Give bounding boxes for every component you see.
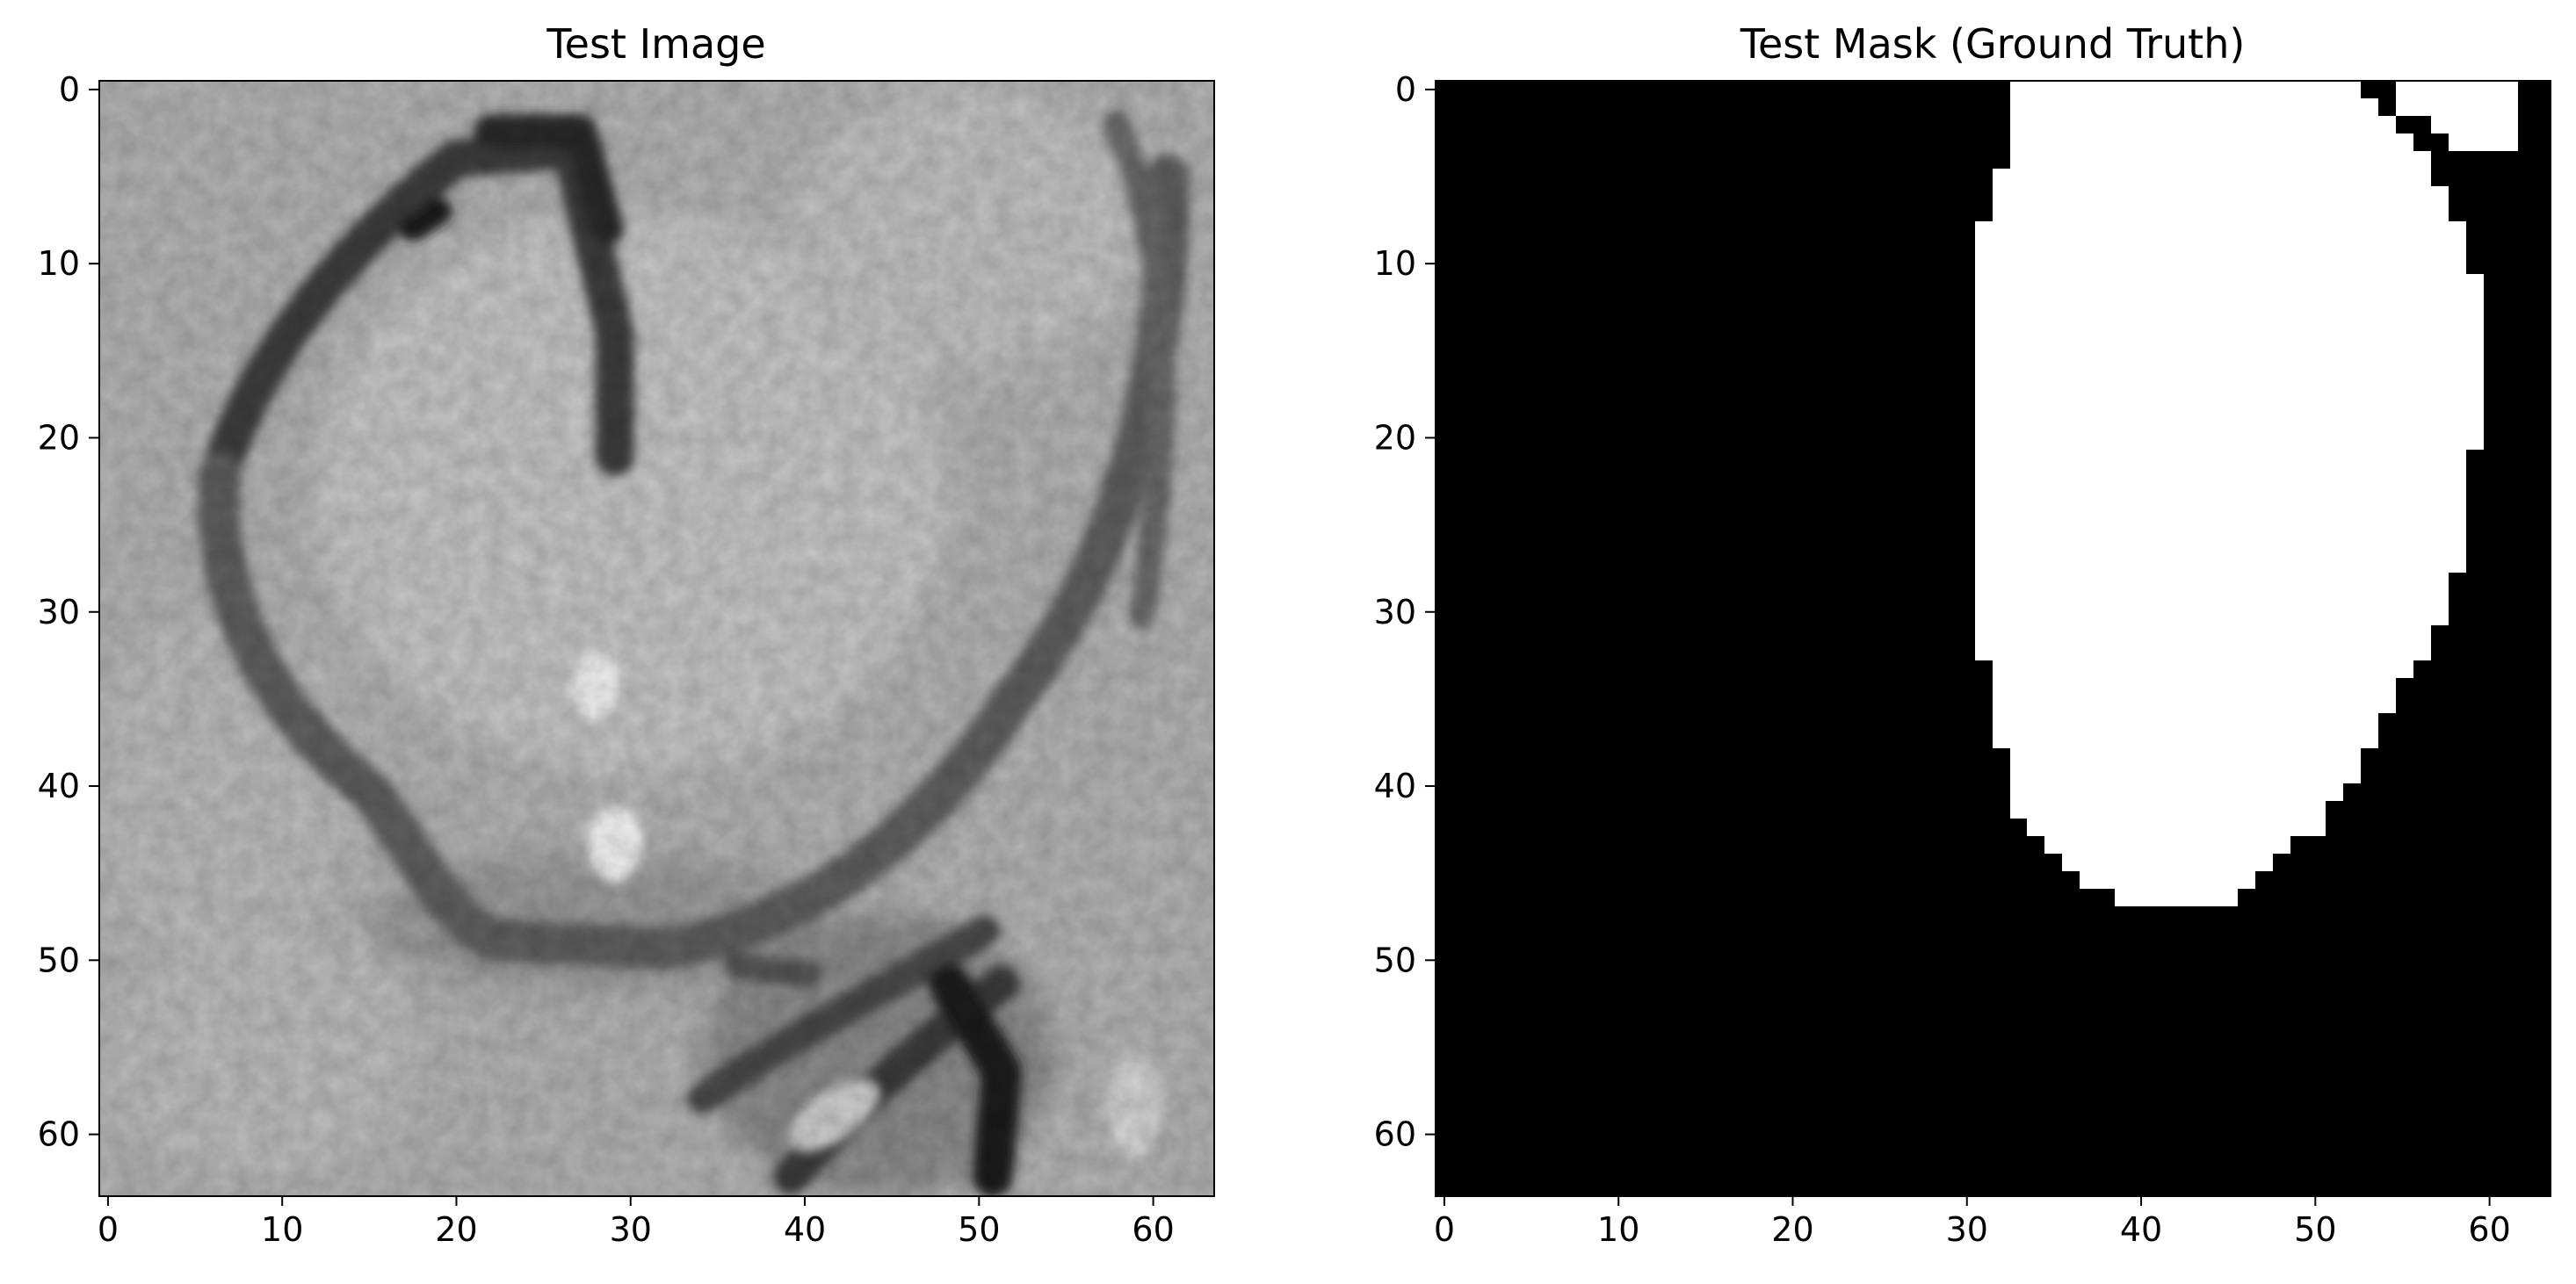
test-image-x-tick-label: 20 — [435, 1210, 477, 1249]
test-image-x-tick-label: 40 — [784, 1210, 826, 1249]
test-image-y-tick-label: 40 — [38, 767, 80, 805]
test-mask-x-tick-label: 40 — [2120, 1210, 2162, 1249]
mask-region-main — [1975, 81, 2484, 906]
panel-test-mask: Test Mask (Ground Truth) 0 10 20 30 40 50 60 0 1… — [1374, 20, 2551, 1249]
test-mask-frame — [1435, 80, 2551, 1197]
test-mask-x-tick-label: 20 — [1771, 1210, 1813, 1249]
test-image-x-tick-label: 0 — [98, 1210, 119, 1249]
test-mask-x-tick-label: 10 — [1597, 1210, 1639, 1249]
test-image-y-tick-label: 10 — [38, 244, 80, 283]
test-mask-x-tick-label: 60 — [2468, 1210, 2510, 1249]
test-image-y-tick-label: 20 — [38, 418, 80, 457]
test-image-y-tick-label: 50 — [38, 941, 80, 979]
test-mask-y-tick-label: 40 — [1374, 767, 1416, 805]
test-mask-y-tick-label: 10 — [1374, 244, 1416, 283]
test-image-y-tick-label: 30 — [38, 593, 80, 631]
test-image-y-tick-label: 0 — [59, 70, 80, 109]
panel-test-image: Test Image — [38, 20, 1215, 1249]
mask-region-corner — [2396, 81, 2518, 151]
test-mask-x-tick-label: 0 — [1434, 1210, 1455, 1249]
test-mask-raster — [1436, 81, 2551, 1196]
test-image-x-tick-label: 50 — [958, 1210, 1000, 1249]
panel-title-test-mask: Test Mask (Ground Truth) — [1740, 20, 2246, 68]
test-mask-y-tick-label: 0 — [1395, 70, 1416, 109]
test-image-x-tick-label: 60 — [1132, 1210, 1174, 1249]
test-mask-y-tick-label: 30 — [1374, 593, 1416, 631]
test-mask-y-tick-label: 20 — [1374, 418, 1416, 457]
test-image-x-tick-label: 10 — [261, 1210, 303, 1249]
test-image-y-tick-label: 60 — [38, 1115, 80, 1154]
test-image-x-tick-label: 30 — [610, 1210, 652, 1249]
test-mask-y-tick-label: 60 — [1374, 1115, 1416, 1154]
test-mask-x-tick-label: 50 — [2294, 1210, 2336, 1249]
test-image-axes: 0 10 20 30 40 50 60 0 10 20 30 40 50 60 — [38, 70, 1175, 1249]
panel-title-test-image: Test Image — [546, 20, 765, 68]
test-mask-x-tick-label: 30 — [1946, 1210, 1988, 1249]
test-image-raster — [99, 81, 1214, 1196]
test-image-frame — [98, 80, 1215, 1197]
test-mask-y-tick-label: 50 — [1374, 941, 1416, 979]
test-mask-axes: 0 10 20 30 40 50 60 0 10 20 30 40 50 60 — [1374, 70, 2511, 1249]
